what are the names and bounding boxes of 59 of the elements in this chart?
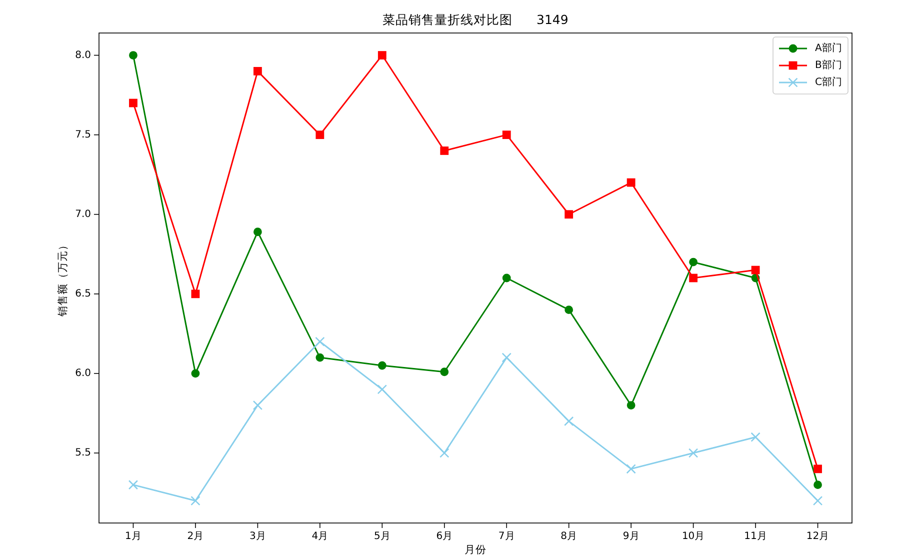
xlabel: 月份 bbox=[464, 544, 486, 556]
point bbox=[564, 210, 574, 219]
point bbox=[378, 51, 386, 60]
point bbox=[626, 464, 636, 474]
point bbox=[814, 464, 822, 474]
point bbox=[750, 432, 760, 442]
x-tick-label: 9月 bbox=[622, 531, 640, 542]
x-tick-label: 1月 bbox=[125, 531, 142, 542]
point bbox=[564, 416, 574, 426]
y-tick-label: 5.5 bbox=[75, 448, 91, 458]
point bbox=[129, 98, 138, 108]
point bbox=[252, 400, 263, 410]
legend-label: A部门 bbox=[815, 42, 842, 54]
point bbox=[502, 352, 512, 362]
y-tick-label: 6.5 bbox=[75, 288, 91, 300]
point bbox=[688, 448, 698, 458]
x-tick-label: 7月 bbox=[498, 531, 515, 542]
x-tick-label: 12月 bbox=[806, 531, 830, 542]
point bbox=[378, 361, 386, 370]
point bbox=[751, 266, 760, 274]
y-tick-label: 6.0 bbox=[75, 368, 91, 379]
x-tick-label: 5月 bbox=[374, 531, 390, 542]
point bbox=[440, 368, 449, 376]
point bbox=[502, 274, 511, 282]
point bbox=[128, 480, 138, 490]
point bbox=[689, 258, 698, 266]
point bbox=[626, 178, 636, 187]
point bbox=[129, 51, 138, 60]
point bbox=[191, 369, 200, 378]
point bbox=[377, 384, 388, 394]
point bbox=[502, 130, 511, 140]
x-tick-label: 3月 bbox=[250, 531, 266, 542]
ylabel: 销售额（万元） bbox=[57, 240, 69, 316]
x-tick-label: 11月 bbox=[744, 531, 767, 542]
y-tick-label: 8.0 bbox=[75, 50, 91, 61]
point bbox=[316, 130, 324, 140]
x-tick-label: 6月 bbox=[436, 531, 453, 542]
x-tick-label: 4月 bbox=[312, 531, 328, 542]
x-tick-label: 8月 bbox=[560, 531, 578, 542]
point bbox=[814, 480, 822, 490]
x-tick-label: 2月 bbox=[187, 531, 204, 542]
point bbox=[440, 448, 450, 458]
point bbox=[626, 401, 636, 410]
x-tick-label: 10月 bbox=[682, 531, 705, 542]
point bbox=[315, 336, 325, 346]
point bbox=[689, 274, 698, 282]
point bbox=[316, 353, 324, 362]
point bbox=[564, 306, 574, 314]
legend-label: B部门 bbox=[815, 59, 842, 71]
point bbox=[812, 496, 823, 506]
point bbox=[440, 146, 449, 155]
point bbox=[253, 228, 262, 236]
point bbox=[253, 66, 262, 76]
y-tick-label: 7.0 bbox=[75, 208, 91, 220]
legend-label: C部门 bbox=[815, 76, 842, 88]
title: 菜品销售量折线对比图 3149 bbox=[382, 12, 568, 27]
point bbox=[190, 496, 200, 506]
y-tick-label: 7.5 bbox=[75, 129, 91, 140]
point bbox=[191, 290, 200, 298]
